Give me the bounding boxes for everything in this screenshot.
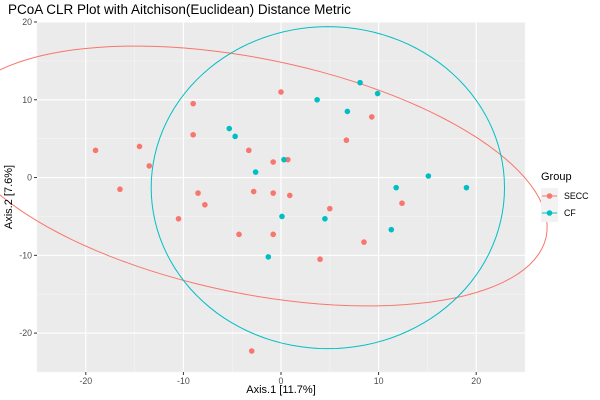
point-cf [344, 108, 351, 115]
point-secc [175, 215, 182, 222]
point-cf [393, 184, 399, 191]
point-secc [190, 100, 196, 107]
y-tick-label: -10 [19, 250, 32, 260]
y-tick-label: -20 [19, 328, 32, 338]
point-secc [286, 192, 293, 199]
point-secc [195, 190, 201, 196]
point-secc [270, 190, 276, 196]
x-axis-ticks: -20 -10 0 10 20 [79, 372, 481, 386]
legend-key-point [546, 193, 553, 199]
point-cf [226, 125, 233, 132]
point-cf [322, 215, 328, 222]
point-secc [190, 131, 196, 138]
point-cf [425, 173, 432, 179]
y-axis-title: Axis.2 [7.6%] [3, 165, 15, 229]
x-tick-label: -10 [177, 376, 190, 386]
point-secc [236, 231, 242, 238]
point-secc [368, 114, 375, 120]
point-cf [232, 133, 238, 140]
point-secc [202, 201, 208, 208]
point-cf [314, 96, 320, 103]
point-secc [117, 186, 123, 193]
point-secc [278, 89, 284, 95]
legend-key-cf [541, 205, 558, 222]
major-gridlines [37, 21, 525, 372]
point-secc [327, 205, 333, 212]
y-tick-label: 0 [27, 173, 32, 183]
point-cf [279, 213, 285, 220]
point-cf [374, 90, 381, 97]
y-axis-ticks: -20 -10 0 10 20 [19, 17, 37, 338]
point-secc [399, 200, 405, 207]
legend-label-secc: SECC [564, 191, 589, 201]
point-secc [248, 348, 255, 354]
legend: Group SECC CF [541, 171, 589, 222]
point-secc [146, 163, 153, 169]
legend-items: SECC CF [541, 188, 589, 222]
point-cf [281, 156, 287, 163]
point-secc [270, 231, 276, 238]
legend-title: Group [541, 171, 572, 183]
x-tick-label: 10 [374, 376, 384, 386]
point-cf [252, 169, 259, 175]
point-secc [92, 147, 99, 154]
data-points [92, 79, 470, 354]
legend-label-cf: CF [564, 208, 576, 218]
point-secc [270, 159, 276, 165]
y-tick-label: 10 [22, 95, 32, 105]
point-cf [463, 184, 470, 191]
x-tick-label: 20 [471, 376, 481, 386]
x-tick-label: 0 [279, 376, 284, 386]
chart-title: PCoA CLR Plot with Aitchison(Euclidean) … [8, 2, 351, 17]
ellipse-secc [0, 45, 548, 307]
point-secc [343, 137, 350, 144]
ellipse-cf [150, 26, 505, 350]
legend-key-point [546, 210, 553, 216]
x-axis-title: Axis.1 [11.7%] [246, 384, 316, 396]
legend-key-secc [541, 188, 558, 205]
point-secc [317, 256, 323, 263]
y-tick-label: 20 [22, 17, 32, 27]
point-secc [361, 239, 367, 245]
point-secc [250, 188, 257, 195]
point-cf [357, 79, 363, 86]
point-secc [285, 156, 291, 163]
point-cf [388, 226, 395, 233]
confidence-ellipses [0, 26, 548, 350]
point-secc [136, 143, 143, 150]
x-tick-label: -20 [79, 376, 92, 386]
point-secc [245, 147, 252, 154]
point-cf [265, 254, 272, 260]
